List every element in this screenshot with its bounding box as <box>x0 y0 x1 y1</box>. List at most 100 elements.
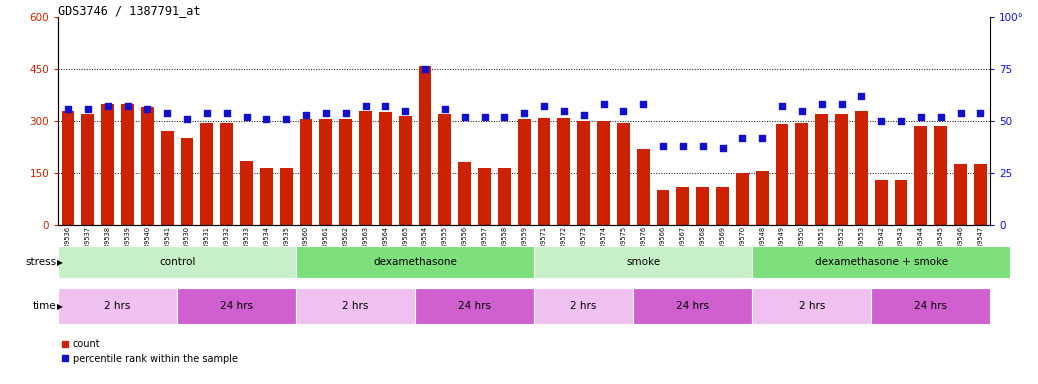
Text: 24 hrs: 24 hrs <box>914 301 948 311</box>
Point <box>873 118 890 124</box>
Point <box>357 103 374 109</box>
Point <box>179 116 195 122</box>
Bar <box>875 180 887 225</box>
Bar <box>479 168 491 225</box>
Text: 24 hrs: 24 hrs <box>677 301 709 311</box>
Bar <box>696 187 709 225</box>
Bar <box>379 113 391 225</box>
Text: ▶: ▶ <box>57 258 63 266</box>
Point <box>278 116 295 122</box>
Text: GDS3746 / 1387791_at: GDS3746 / 1387791_at <box>58 4 200 17</box>
Text: 2 hrs: 2 hrs <box>798 301 825 311</box>
Point <box>377 103 393 109</box>
Bar <box>617 123 630 225</box>
Text: 24 hrs: 24 hrs <box>220 301 253 311</box>
Point <box>814 101 830 108</box>
Text: 2 hrs: 2 hrs <box>571 301 597 311</box>
Bar <box>954 164 967 225</box>
Bar <box>557 118 570 225</box>
Bar <box>535 288 633 324</box>
Bar <box>795 123 809 225</box>
Bar <box>220 123 234 225</box>
Bar <box>458 162 471 225</box>
Bar <box>871 288 990 324</box>
Text: dexamethasone: dexamethasone <box>374 257 457 267</box>
Bar <box>181 138 193 225</box>
Point <box>80 106 97 112</box>
Point <box>754 134 770 141</box>
Point <box>635 101 652 108</box>
Bar <box>597 121 610 225</box>
Bar <box>121 104 134 225</box>
Bar <box>934 126 947 225</box>
Point <box>298 112 315 118</box>
Bar <box>339 119 352 225</box>
Bar <box>399 116 412 225</box>
Bar <box>61 111 75 225</box>
Bar <box>418 66 432 225</box>
Point <box>734 134 750 141</box>
Point <box>397 108 413 114</box>
Bar <box>815 114 828 225</box>
Bar <box>296 288 415 324</box>
Point <box>675 143 691 149</box>
Point <box>932 114 949 120</box>
Point <box>496 114 513 120</box>
Text: smoke: smoke <box>626 257 660 267</box>
Bar <box>58 288 177 324</box>
Bar <box>296 246 535 278</box>
Point <box>100 103 116 109</box>
Bar <box>657 190 670 225</box>
Bar <box>753 246 1010 278</box>
Point <box>159 109 175 116</box>
Point <box>575 112 592 118</box>
Bar <box>775 124 789 225</box>
Bar <box>756 171 768 225</box>
Legend: count, percentile rank within the sample: count, percentile rank within the sample <box>63 339 238 364</box>
Point <box>437 106 454 112</box>
Bar <box>280 168 293 225</box>
Bar <box>240 161 253 225</box>
Bar <box>577 121 591 225</box>
Point <box>457 114 473 120</box>
Bar <box>81 114 94 225</box>
Text: ▶: ▶ <box>57 302 63 311</box>
Point <box>239 114 255 120</box>
Bar <box>753 288 871 324</box>
Point <box>912 114 929 120</box>
Bar <box>438 114 452 225</box>
Point <box>893 118 909 124</box>
Bar <box>260 168 273 225</box>
Point <box>476 114 493 120</box>
Bar <box>161 131 173 225</box>
Point <box>318 109 334 116</box>
Bar <box>636 149 650 225</box>
Bar <box>518 119 530 225</box>
Point <box>555 108 572 114</box>
Bar <box>200 123 214 225</box>
Point <box>834 101 850 108</box>
Point <box>655 143 672 149</box>
Text: stress: stress <box>25 257 56 267</box>
Point <box>119 103 136 109</box>
Point <box>60 106 77 112</box>
Point <box>853 93 870 99</box>
Point <box>536 103 552 109</box>
Text: control: control <box>159 257 195 267</box>
Bar <box>835 114 848 225</box>
Text: 24 hrs: 24 hrs <box>458 301 491 311</box>
Bar <box>855 111 868 225</box>
Point <box>416 66 433 72</box>
Bar <box>58 246 296 278</box>
Point <box>258 116 275 122</box>
Point <box>714 145 731 151</box>
Point <box>616 108 632 114</box>
Point <box>198 109 215 116</box>
Point <box>218 109 235 116</box>
Point <box>516 109 532 116</box>
Bar <box>102 104 114 225</box>
Point <box>595 101 611 108</box>
Point <box>952 109 968 116</box>
Text: dexamethasone + smoke: dexamethasone + smoke <box>815 257 948 267</box>
Bar <box>736 173 748 225</box>
